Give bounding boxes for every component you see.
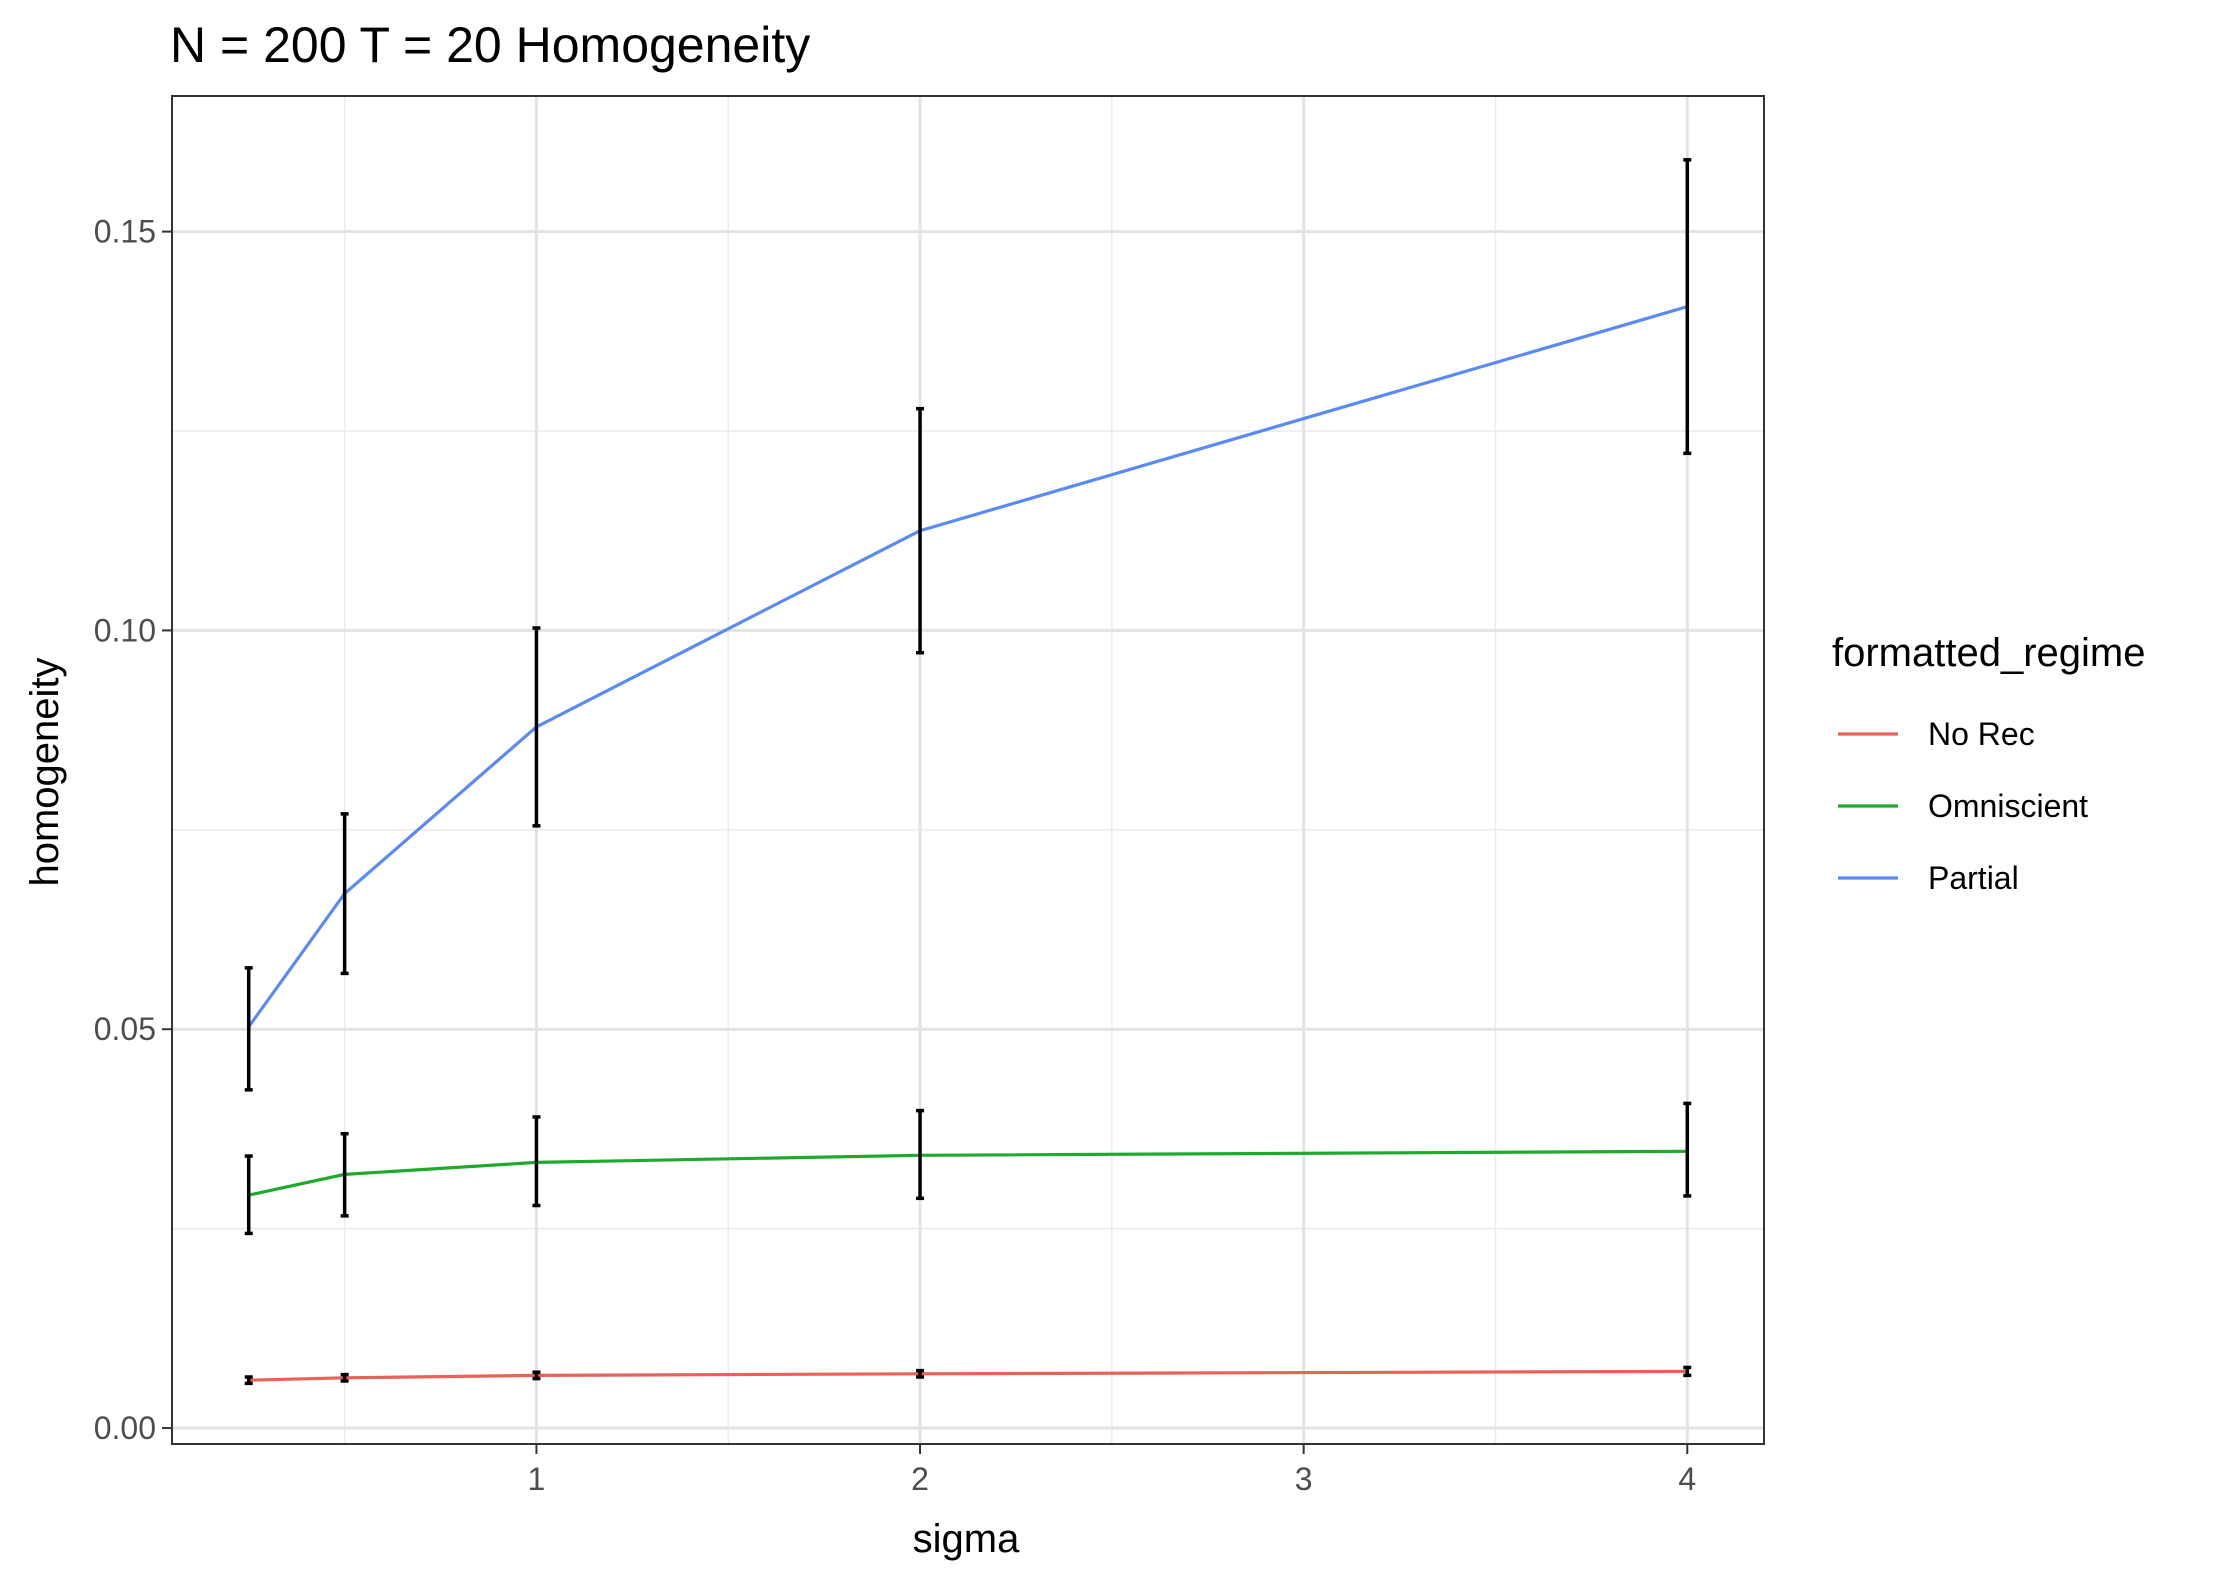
error-bar-omniscient xyxy=(1683,1101,1692,1198)
series-line-partial xyxy=(247,305,1688,1028)
legend-item-no-rec: No Rec xyxy=(1838,716,2035,752)
series-lines xyxy=(247,305,1688,1382)
error-bar-no-rec xyxy=(340,1372,349,1383)
error-bar-partial xyxy=(916,406,925,655)
y-axis: 0.00 0.05 0.10 0.15 xyxy=(94,214,172,1446)
error-bar-omniscient xyxy=(532,1115,541,1208)
error-bar-partial xyxy=(1683,158,1692,456)
y-tick-label: 0.05 xyxy=(94,1011,156,1047)
x-axis-title: sigma xyxy=(913,1517,1020,1561)
error-bar-omniscient xyxy=(244,1154,253,1236)
y-tick-label: 0.00 xyxy=(94,1410,156,1446)
legend: formatted_regime No Rec Omniscient Partial xyxy=(1832,631,2145,896)
error-bar-partial xyxy=(340,812,349,976)
error-bar-omniscient xyxy=(916,1108,925,1201)
error-bar-no-rec xyxy=(916,1368,925,1379)
error-bar-no-rec xyxy=(1683,1365,1692,1378)
y-tick-label: 0.15 xyxy=(94,214,156,250)
x-axis: 1 2 3 4 xyxy=(528,1444,1696,1497)
x-tick-label: 3 xyxy=(1295,1461,1313,1497)
legend-label-omniscient: Omniscient xyxy=(1928,788,2088,824)
chart-title: N = 200 T = 20 Homogeneity xyxy=(170,17,810,73)
grid xyxy=(172,96,1764,1444)
plot-border xyxy=(171,95,1765,1445)
error-bar-no-rec xyxy=(244,1375,253,1386)
error-bar-no-rec xyxy=(532,1370,541,1381)
legend-label-partial: Partial xyxy=(1928,860,2019,896)
x-tick-label: 2 xyxy=(911,1461,929,1497)
error-bar-omniscient xyxy=(340,1131,349,1218)
legend-item-omniscient: Omniscient xyxy=(1838,788,2088,824)
y-tick-label: 0.10 xyxy=(94,612,156,648)
series-line-omniscient xyxy=(248,1149,1688,1197)
error-bar-partial xyxy=(244,966,253,1092)
error-bars xyxy=(244,158,1692,1386)
legend-title: formatted_regime xyxy=(1832,631,2145,675)
legend-label-no-rec: No Rec xyxy=(1928,716,2035,752)
legend-item-partial: Partial xyxy=(1838,860,2019,896)
x-tick-label: 4 xyxy=(1678,1461,1696,1497)
series-line-no-rec xyxy=(248,1369,1688,1382)
x-tick-label: 1 xyxy=(528,1461,546,1497)
legend-items: No Rec Omniscient Partial xyxy=(1838,716,2088,896)
error-bar-partial xyxy=(532,626,541,828)
y-axis-title: homogeneity xyxy=(23,657,67,886)
